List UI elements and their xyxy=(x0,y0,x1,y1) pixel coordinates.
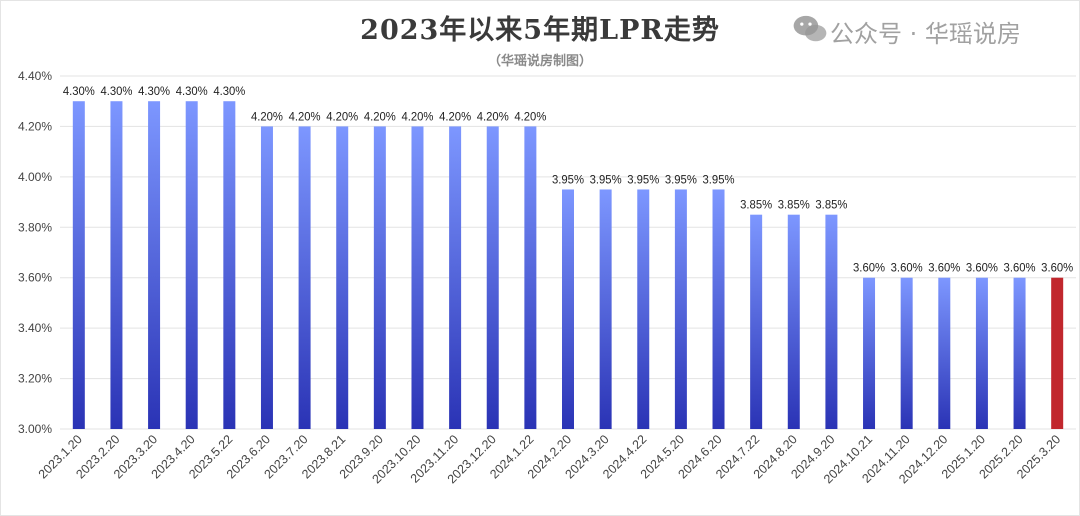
data-label: 3.60% xyxy=(1041,261,1073,275)
data-label: 4.20% xyxy=(439,109,471,123)
bar xyxy=(185,101,198,429)
bar xyxy=(223,101,236,429)
chart-subtitle: （华瑶说房制图） xyxy=(487,54,592,69)
watermark-text: 公众号 · 华瑶说房 xyxy=(830,20,1021,48)
data-label: 3.85% xyxy=(815,198,847,212)
data-label: 4.20% xyxy=(251,109,283,123)
data-label: 3.95% xyxy=(703,172,735,186)
bar xyxy=(562,189,574,429)
bar xyxy=(674,189,687,429)
bar xyxy=(863,277,876,429)
chart-title: 2023年以来5年期LPR走势 xyxy=(360,15,720,46)
bar xyxy=(1051,277,1064,429)
bar xyxy=(938,277,951,429)
wechat-icon xyxy=(793,15,827,42)
bar xyxy=(486,126,499,429)
data-label: 4.20% xyxy=(401,109,433,123)
data-label: 3.60% xyxy=(853,261,885,275)
bar xyxy=(787,214,800,429)
data-label: 4.20% xyxy=(326,109,358,123)
bar xyxy=(712,189,725,429)
bar xyxy=(524,126,537,429)
bar xyxy=(373,126,386,429)
y-tick-label: 3.20% xyxy=(18,372,52,386)
data-label: 3.95% xyxy=(590,172,622,186)
data-label: 4.30% xyxy=(176,84,208,98)
y-tick-label: 4.40% xyxy=(18,69,52,83)
y-tick-label: 4.20% xyxy=(18,119,52,133)
bar xyxy=(72,101,85,429)
data-label: 3.95% xyxy=(552,172,584,186)
data-label: 4.20% xyxy=(477,109,509,123)
data-label: 4.20% xyxy=(364,109,396,123)
data-label: 4.20% xyxy=(289,109,321,123)
data-label: 4.30% xyxy=(138,84,170,98)
data-label: 3.60% xyxy=(928,261,960,275)
data-label: 3.85% xyxy=(740,198,772,212)
bar xyxy=(110,101,123,429)
bar xyxy=(637,189,650,429)
y-tick-label: 3.80% xyxy=(18,220,52,234)
bar xyxy=(1013,277,1026,429)
data-label: 3.95% xyxy=(665,172,697,186)
data-label: 3.85% xyxy=(778,198,810,212)
data-label: 4.20% xyxy=(514,109,546,123)
data-label: 4.30% xyxy=(213,84,245,98)
y-tick-label: 3.60% xyxy=(18,271,52,285)
data-label: 3.60% xyxy=(891,261,923,275)
y-tick-label: 4.00% xyxy=(18,170,52,184)
bar xyxy=(599,189,612,429)
bar xyxy=(148,101,161,429)
y-tick-label: 3.00% xyxy=(18,422,52,436)
data-label: 3.60% xyxy=(966,261,998,275)
bar xyxy=(975,277,988,429)
data-label: 4.30% xyxy=(100,84,132,98)
data-label: 3.95% xyxy=(627,172,659,186)
bar xyxy=(260,126,273,429)
bar xyxy=(825,214,838,429)
y-tick-label: 3.40% xyxy=(18,321,52,335)
bar xyxy=(449,126,462,429)
data-label: 4.30% xyxy=(63,84,95,98)
bar xyxy=(336,126,349,429)
data-label: 3.60% xyxy=(1004,261,1036,275)
bar xyxy=(411,126,424,429)
bar xyxy=(750,214,763,429)
bar xyxy=(298,126,311,429)
bar xyxy=(900,277,913,429)
